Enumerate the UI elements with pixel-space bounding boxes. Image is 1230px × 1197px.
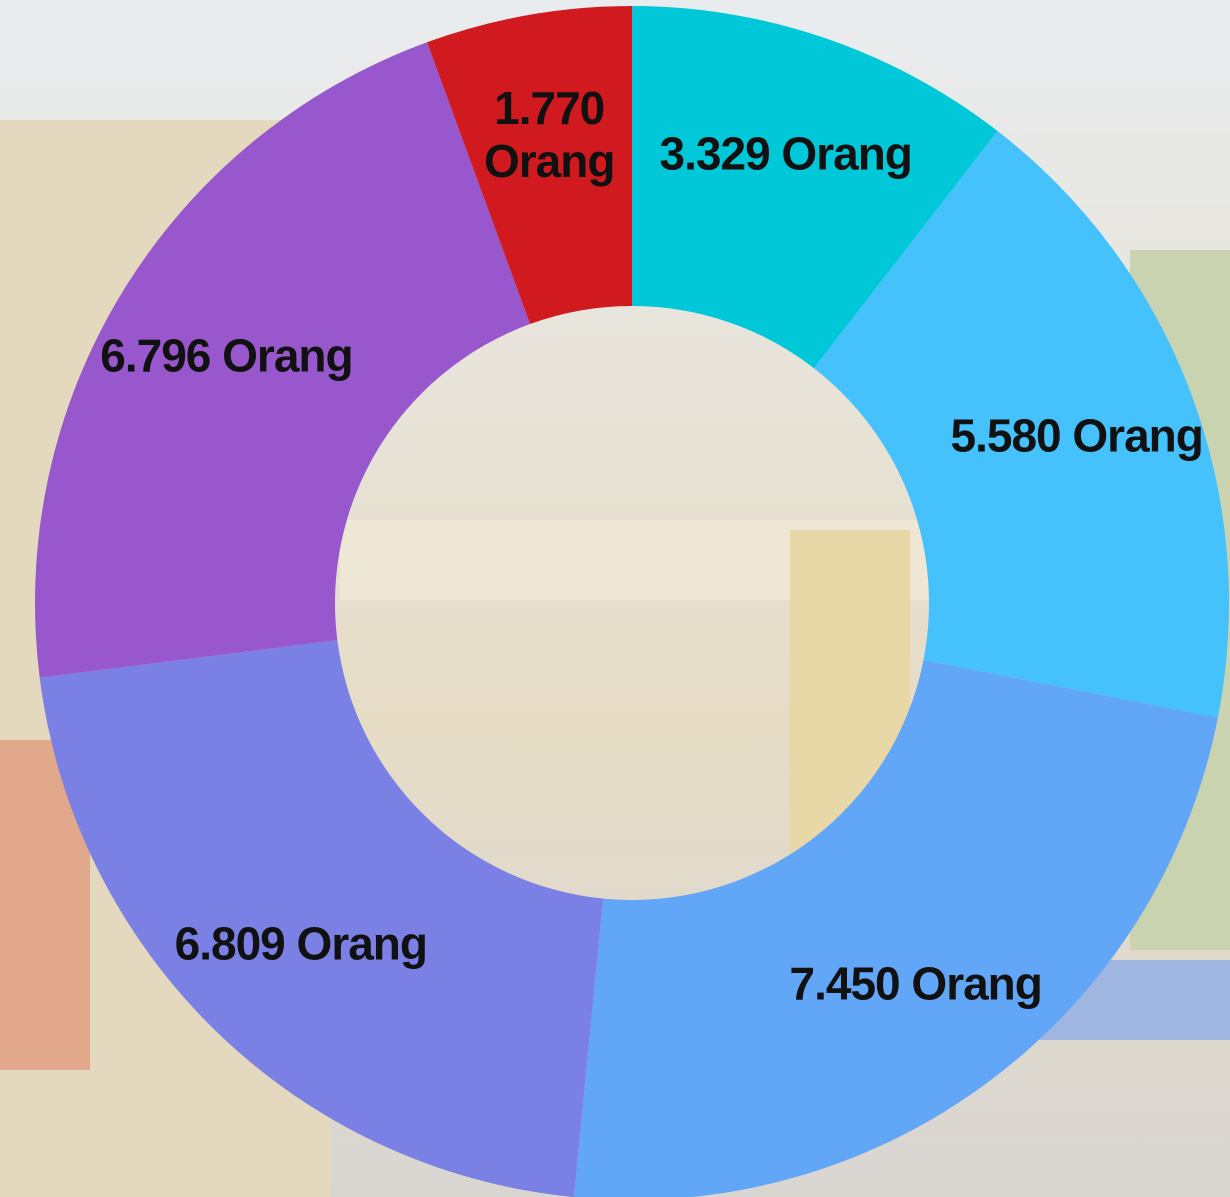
donut-slice	[427, 6, 632, 325]
data-label: 7.450 Orang	[789, 957, 1043, 1010]
data-label: 6.809 Orang	[174, 917, 428, 970]
donut-slice	[35, 42, 531, 678]
donut-slice	[632, 6, 998, 369]
data-label: 6.796 Orang	[100, 329, 353, 382]
data-label: 1.770 Orang	[483, 82, 615, 188]
data-label: 5.580 Orang	[950, 409, 1203, 462]
data-label: 3.329 Orang	[659, 127, 913, 180]
donut-slice	[573, 660, 1218, 1197]
donut-slice	[39, 640, 604, 1197]
donut-slice	[813, 131, 1229, 718]
